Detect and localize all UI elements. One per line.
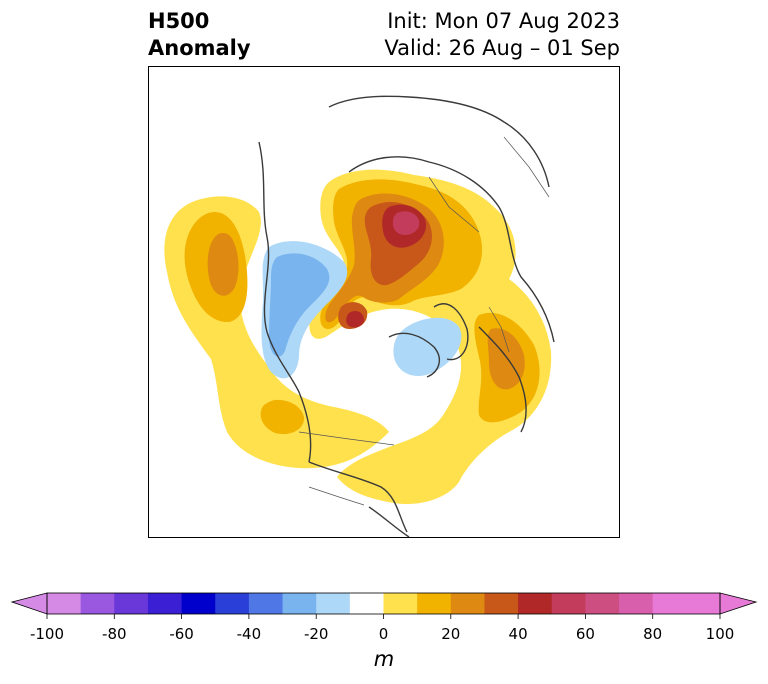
map-panel bbox=[148, 66, 620, 538]
colorbar-cell bbox=[248, 593, 284, 614]
coastline-north-america-east bbox=[308, 461, 408, 533]
colorbar-cell bbox=[282, 593, 317, 614]
colorbar-tick-label: 0 bbox=[378, 625, 389, 643]
colorbar-cell bbox=[181, 593, 216, 614]
colorbar-cell bbox=[47, 593, 82, 614]
coastline-north-america-west bbox=[258, 141, 312, 463]
contour-westcoast-positive-30 bbox=[260, 399, 305, 435]
coastline-south-america-north bbox=[368, 506, 410, 537]
colorbar-cell bbox=[652, 593, 687, 614]
contour-pacific-positive-40 bbox=[207, 232, 239, 296]
colorbar-cell bbox=[349, 593, 384, 614]
colorbar-cell bbox=[80, 593, 115, 614]
border-us-mexico bbox=[308, 486, 365, 506]
coastline-eurasia bbox=[348, 156, 555, 343]
colorbar-tick-label: 60 bbox=[575, 625, 595, 643]
border-russia-region bbox=[428, 176, 480, 233]
colorbar-tick-label: -20 bbox=[303, 625, 329, 643]
colorbar-tick-label: -40 bbox=[236, 625, 262, 643]
title-variable: H500 bbox=[148, 9, 210, 33]
title-init-date: Init: Mon 07 Aug 2023 bbox=[387, 9, 620, 33]
map-title-left: H500 Anomaly bbox=[148, 8, 251, 62]
colorbar-cell bbox=[619, 593, 654, 614]
colorbar-tick-label: -100 bbox=[29, 625, 65, 643]
coastline-hudson-bay bbox=[388, 332, 441, 378]
contour-arctic-positive-70 bbox=[392, 211, 420, 235]
colorbar-tick-label: 20 bbox=[441, 625, 461, 643]
colorbar-cell bbox=[484, 593, 519, 614]
map-title-right: Init: Mon 07 Aug 2023 Valid: 26 Aug – 01… bbox=[384, 8, 620, 62]
colorbar-cell bbox=[114, 593, 149, 614]
title-valid-period: Valid: 26 Aug – 01 Sep bbox=[384, 36, 620, 60]
coastline-asia-north bbox=[328, 95, 550, 188]
colorbar bbox=[10, 592, 758, 619]
colorbar-cell bbox=[417, 593, 452, 614]
colorbar-cells bbox=[47, 593, 721, 614]
coastlines bbox=[258, 95, 555, 537]
colorbar-lower-extension bbox=[10, 592, 48, 615]
colorbar-upper-extension bbox=[719, 592, 758, 615]
border-europe-region bbox=[488, 306, 510, 353]
colorbar-tick-label: -80 bbox=[102, 625, 127, 643]
colorbar-cell bbox=[147, 593, 183, 614]
colorbar-cell bbox=[686, 593, 721, 614]
contour-alaska-negative-20 bbox=[269, 253, 330, 357]
coastline-europe bbox=[478, 326, 527, 433]
country-borders bbox=[298, 136, 550, 506]
anomaly-contours bbox=[164, 169, 552, 505]
border-us-canada bbox=[298, 431, 395, 446]
colorbar-ticks bbox=[46, 614, 721, 619]
colorbar-cell bbox=[215, 593, 250, 614]
contour-arctic-positive-60 bbox=[346, 204, 427, 328]
colorbar-tick-label: 80 bbox=[643, 625, 663, 643]
title-field-type: Anomaly bbox=[148, 36, 251, 60]
colorbar-cell bbox=[383, 593, 418, 614]
colorbar-units-label: m bbox=[373, 647, 395, 671]
colorbar-cell bbox=[450, 593, 485, 614]
border-asia-region bbox=[503, 136, 550, 198]
colorbar-tick-label: 100 bbox=[705, 625, 735, 643]
colorbar-tick-label: 40 bbox=[508, 625, 528, 643]
colorbar-cell bbox=[316, 593, 351, 614]
colorbar-cell bbox=[585, 593, 620, 614]
polar-stereographic-map bbox=[164, 95, 555, 537]
colorbar-cell bbox=[518, 593, 553, 614]
contour-canada-negative-10 bbox=[393, 317, 462, 377]
coastline-greenland bbox=[433, 303, 469, 361]
colorbar-cell bbox=[551, 593, 586, 614]
colorbar-tick-label: -60 bbox=[169, 625, 194, 643]
